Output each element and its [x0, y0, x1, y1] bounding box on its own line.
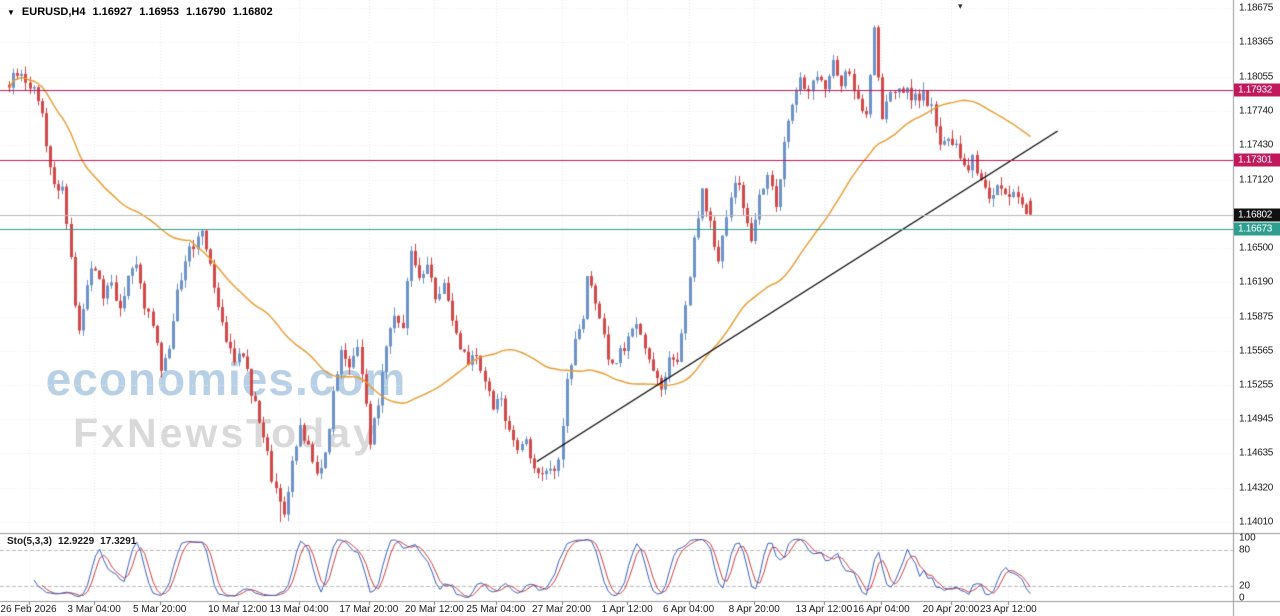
- ohlc-open: 1.16927: [92, 6, 133, 18]
- time-tick-label: 10 Mar 12:00: [208, 604, 268, 615]
- price-tick-label: 1.15875: [1239, 311, 1274, 323]
- price-tick-label: 1.18365: [1239, 36, 1274, 48]
- price-level-badge: 1.17932: [1234, 83, 1280, 97]
- price-tick-label: 1.14945: [1239, 413, 1274, 425]
- indicator-scale-label: 0: [1239, 592, 1245, 604]
- indicator-name: Sto(5,3,3): [7, 536, 53, 547]
- symbol-period-label: EURUSD,H4: [21, 6, 86, 18]
- price-tick-label: 1.16190: [1239, 276, 1274, 288]
- price-tick-label: 1.14320: [1239, 482, 1274, 494]
- price-level-badge: 1.16673: [1234, 222, 1280, 236]
- ohlc-close: 1.16802: [232, 6, 273, 18]
- time-tick-label: 20 Mar 12:00: [404, 604, 464, 615]
- time-tick-label: 8 Apr 20:00: [728, 604, 780, 615]
- indicator-scale[interactable]: 100 80 20 0: [1234, 532, 1280, 604]
- price-tick-label: 1.17120: [1239, 174, 1274, 185]
- price-level-badge: 1.16802: [1234, 208, 1280, 222]
- time-tick-label: 26 Feb 2026: [0, 604, 57, 615]
- symbol-dropdown-icon[interactable]: ▼: [7, 7, 15, 17]
- time-tick-label: 25 Mar 04:00: [466, 604, 526, 615]
- time-tick-label: 13 Mar 04:00: [269, 604, 329, 615]
- time-tick-label: 13 Apr 12:00: [795, 604, 853, 615]
- time-tick-label: 5 Mar 20:00: [133, 604, 187, 615]
- indicator-scale-label: 80: [1239, 544, 1251, 556]
- price-tick-label: 1.18675: [1239, 2, 1274, 14]
- time-scale[interactable]: 26 Feb 2026 3 Mar 04:00 5 Mar 20:00 10 Mar …: [0, 601, 1233, 616]
- price-tick-label: 1.17430: [1239, 139, 1274, 151]
- chart-title: ▼ EURUSD,H4 1.16927 1.16953 1.16790 1.16…: [7, 6, 273, 18]
- price-tick-label: 1.18055: [1239, 71, 1274, 83]
- time-tick-label: 20 Apr 20:00: [922, 604, 980, 615]
- indicator-scale-label: 100: [1239, 532, 1256, 544]
- time-tick-label: 3 Mar 04:00: [67, 604, 121, 615]
- time-tick-label: 6 Apr 04:00: [663, 604, 715, 615]
- time-tick-label: 23 Apr 12:00: [980, 604, 1037, 615]
- time-tick-label: 27 Mar 20:00: [532, 604, 591, 615]
- indicator-value-main: 12.9229: [58, 536, 95, 547]
- time-tick-label: 1 Apr 12:00: [601, 604, 653, 615]
- indicator-label: Sto(5,3,3) 12.9229 17.3291: [7, 536, 136, 547]
- price-tick-label: 1.17740: [1239, 105, 1274, 117]
- price-tick-label: 1.16500: [1239, 242, 1274, 254]
- indicator-value-signal: 17.3291: [100, 536, 137, 547]
- indicator-scale-label: 20: [1239, 580, 1251, 592]
- time-tick-label: 17 Mar 20:00: [339, 604, 399, 615]
- ohlc-high: 1.16953: [139, 6, 180, 18]
- ohlc-low: 1.16790: [186, 6, 226, 18]
- time-tick-label: 16 Apr 04:00: [852, 604, 910, 615]
- price-level-badge: 1.17301: [1234, 153, 1280, 167]
- chart-shift-icon[interactable]: ▾: [958, 1, 963, 11]
- price-tick-label: 1.14635: [1239, 447, 1274, 459]
- price-tick-label: 1.15255: [1239, 379, 1274, 391]
- price-tick-label: 1.15565: [1239, 345, 1274, 357]
- price-scale[interactable]: 1.18675 1.18365 1.18055 1.17740 1.17430 1.171…: [1234, 0, 1280, 532]
- price-tick-label: 1.14010: [1239, 516, 1274, 528]
